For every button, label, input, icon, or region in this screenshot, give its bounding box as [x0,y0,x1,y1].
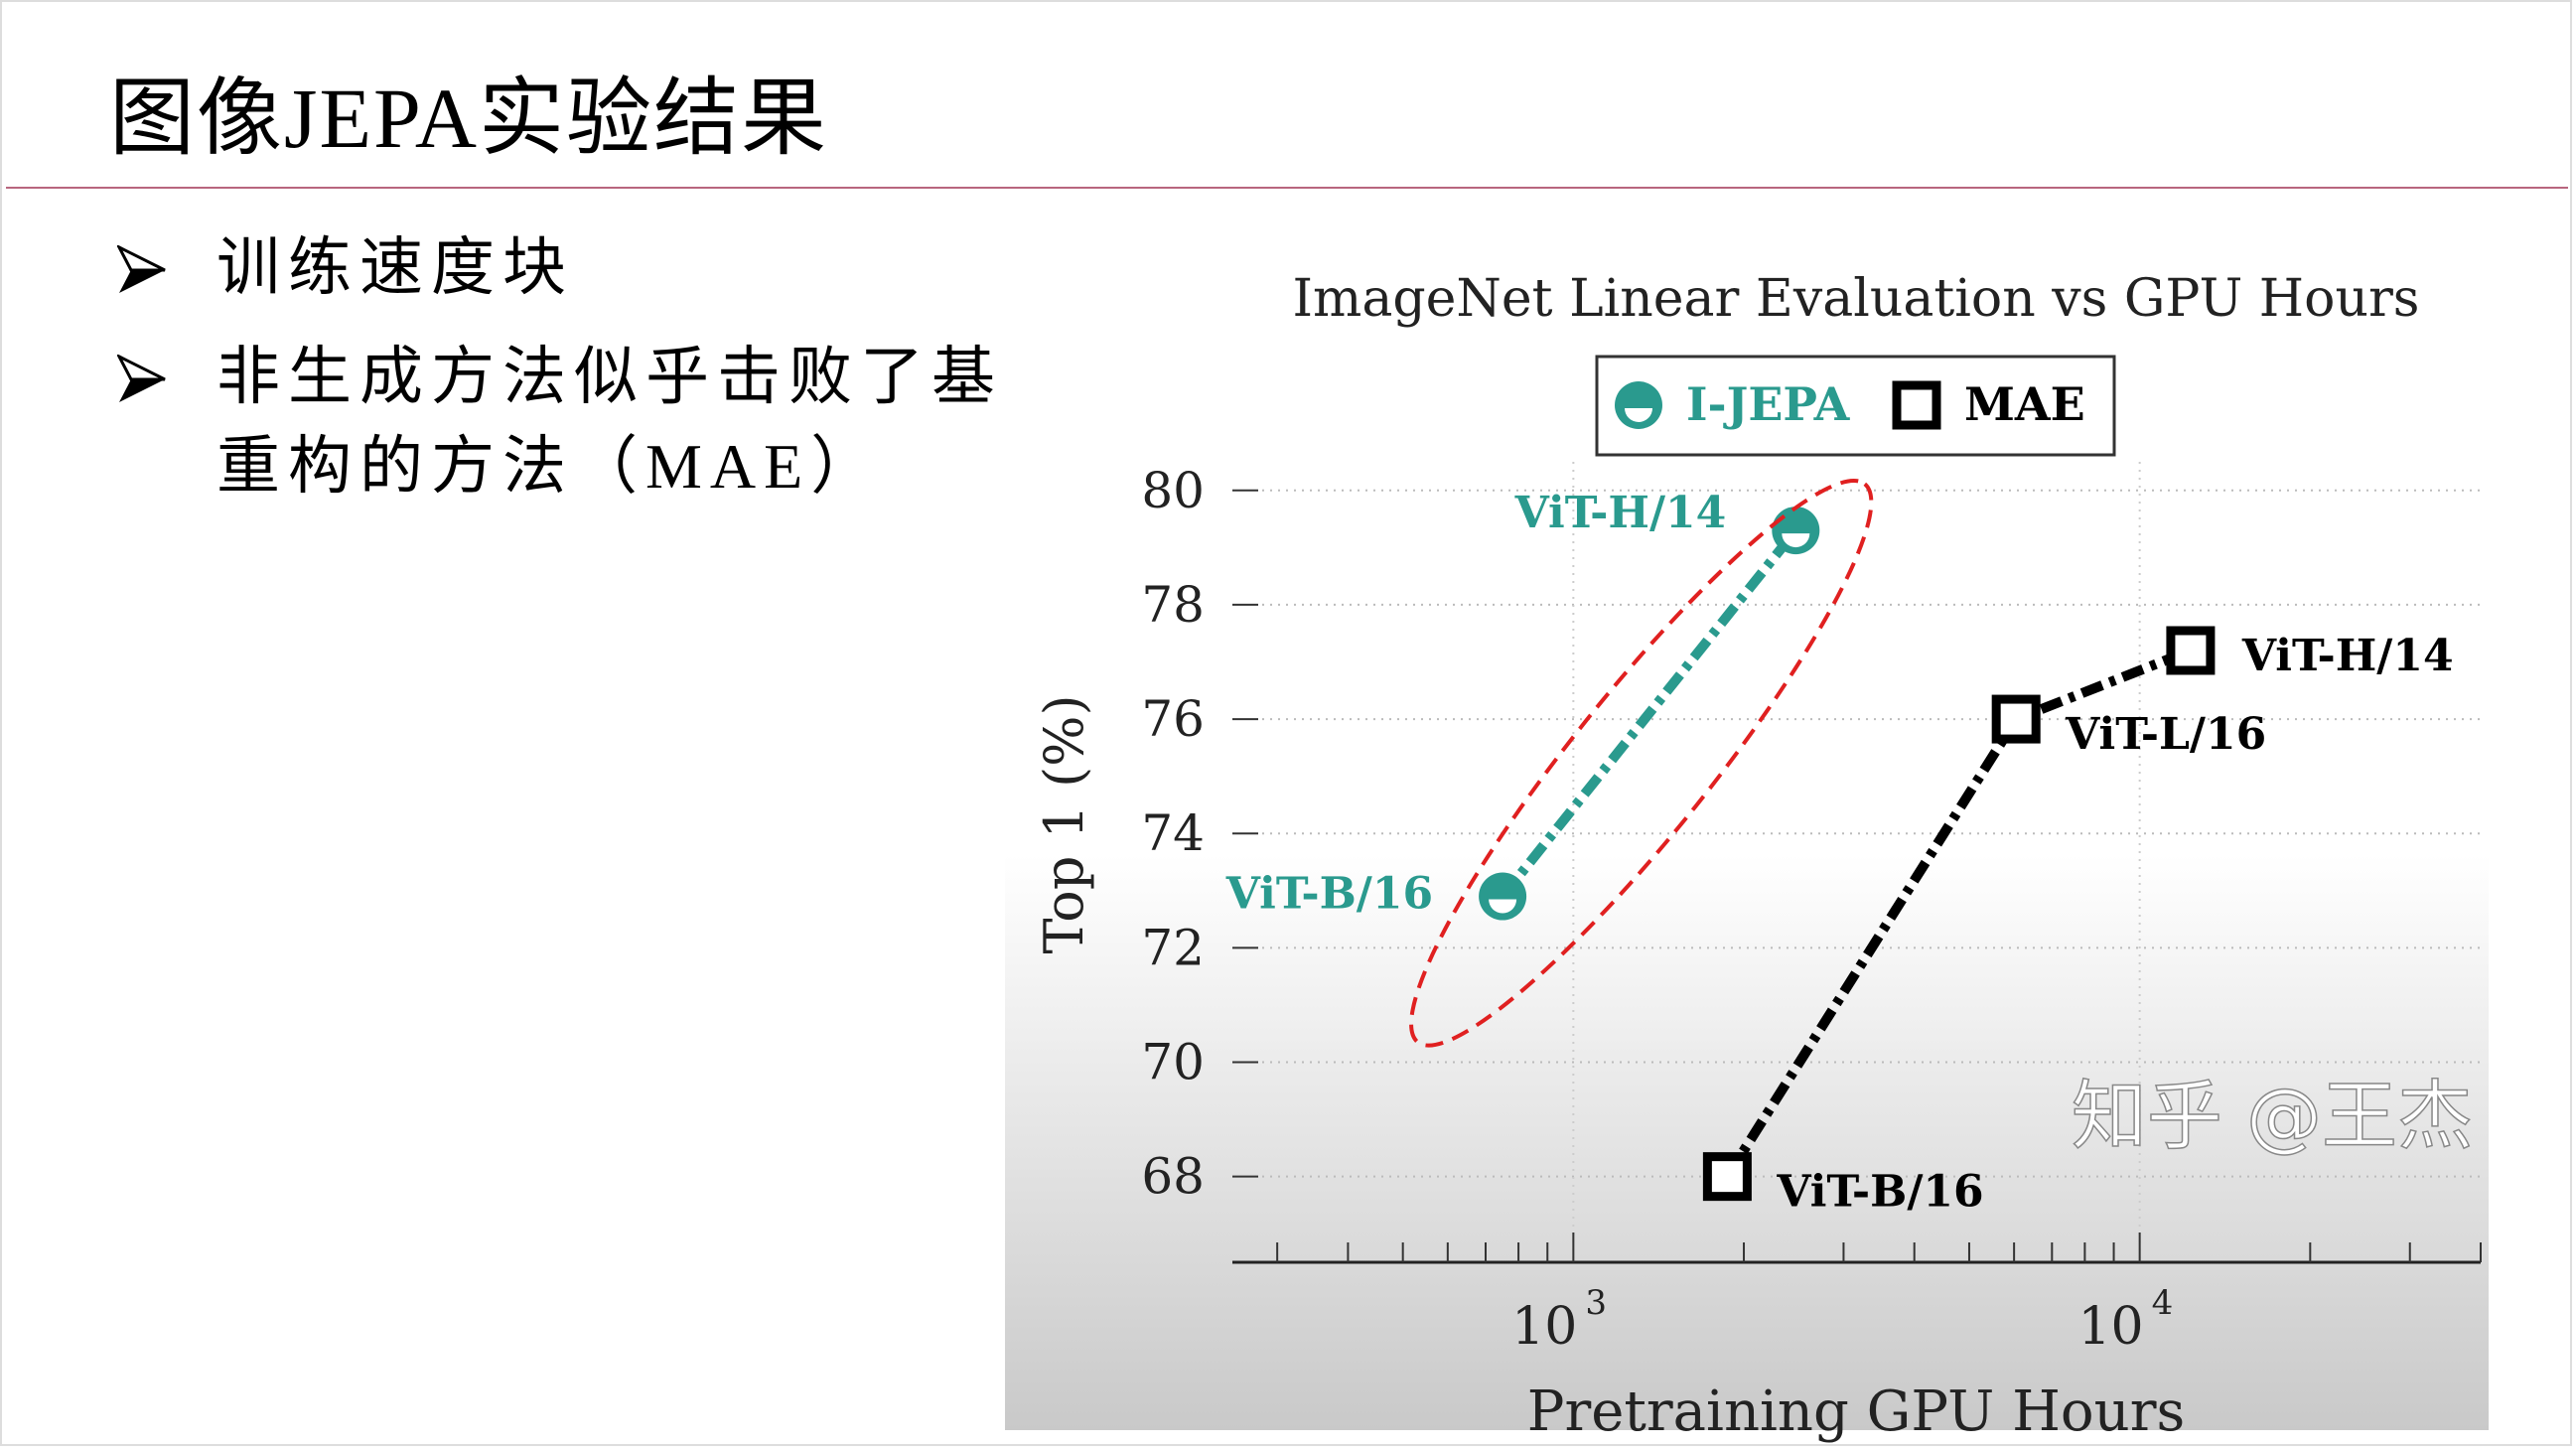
legend-marker-ijepa [1615,381,1662,429]
legend-marker-mae [1892,380,1941,430]
arrowhead-icon [117,355,166,402]
y-tick-label: 78 [1141,576,1205,634]
x-tick-exponent: 3 [1585,1283,1607,1323]
y-axis-label: Top 1 (%) [1033,694,1095,953]
bullet-item: 非生成方法似乎击败了基于 重构的方法（MAE） [117,333,1074,511]
data-point-i-jepa [1479,872,1527,921]
data-point-mae [2166,626,2216,675]
watermark: 知乎 @王杰 [2072,1072,2473,1160]
y-tick-label: 68 [1141,1148,1205,1206]
x-tick-exponent: 4 [2152,1283,2174,1323]
series-line-i-jepa [1499,526,1800,900]
data-label: ViT-H/14 [2241,631,2454,681]
legend-box [1595,355,2116,457]
legend-label: MAE [1964,377,2085,431]
x-tick-base: 10 [2077,1297,2143,1357]
arrowhead-icon [117,245,166,293]
slide-title: 图像JEPA实验结果 [109,71,829,166]
marker-half [1489,899,1517,914]
chart-title: ImageNet Linear Evaluation vs GPU Hours [1293,269,2420,329]
bullet-text: 训练速度块 [216,232,574,303]
marker-half [1782,533,1810,548]
y-tick-label: 70 [1141,1034,1205,1091]
x-axis-label: Pretraining GPU Hours [1527,1379,2185,1444]
x-tick-base: 10 [1511,1297,1577,1357]
data-point-mae [1702,1152,1752,1202]
data-label: ViT-B/16 [1776,1167,1983,1218]
title-divider [6,187,2568,189]
bullet-text-continued: 重构的方法（MAE） [216,431,883,502]
y-tick-label: 76 [1141,690,1205,748]
data-label: ViT-L/16 [2065,709,2266,760]
bullet-text: 非生成方法似乎击败了基于 [216,342,1074,412]
marker-half [1625,408,1652,422]
data-point-mae [1991,694,2041,744]
y-tick-label: 74 [1141,804,1205,862]
bullet-item: 训练速度块 [117,223,574,313]
data-label: ViT-H/14 [1514,488,1727,538]
data-label: ViT-B/16 [1225,869,1433,920]
y-tick-label: 72 [1141,919,1205,976]
legend-label: I-JEPA [1686,377,1851,431]
annotation-ellipse [1409,478,1874,1048]
y-tick-label: 80 [1141,462,1205,519]
